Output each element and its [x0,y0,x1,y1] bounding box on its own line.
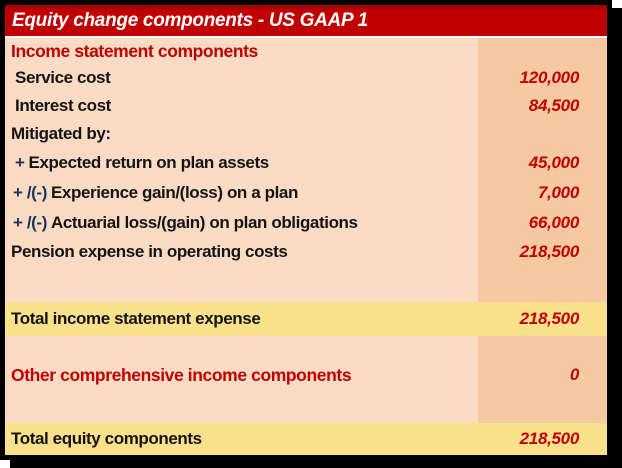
row-income-statement-section: Income statement components [5,38,607,64]
row-value: 0 [478,356,607,394]
row-prefix: + [15,153,25,172]
row-prefix: + /(-) [13,183,47,202]
row-label: Income statement components [11,40,258,61]
row-value [478,38,607,64]
row-expected-return: + Expected return on plan assets 45,000 [5,148,607,178]
spacer-row [5,266,607,302]
spacer-row [5,394,607,423]
row-prefix: + /(-) [13,213,47,232]
row-value [478,394,607,423]
equity-components-table: Equity change components - US GAAP 1 Inc… [0,0,612,460]
row-label: Total income statement expense [11,309,261,328]
row-total-income-statement: Total income statement expense 218,500 [5,302,607,336]
row-value [478,266,607,302]
row-actuarial-loss-gain: + /(-) Actuarial loss/(gain) on plan obli… [5,208,607,238]
table-title: Equity change components - US GAAP 1 [12,9,368,31]
row-value: 218,500 [478,302,607,336]
title-separator [5,36,607,38]
row-label-text: Actuarial loss/(gain) on plan obligation… [50,213,358,232]
row-value [478,120,607,148]
row-value: 7,000 [478,178,607,208]
row-value: 218,500 [478,238,607,266]
row-value: 84,500 [478,92,607,120]
row-label: Mitigated by: [11,124,111,143]
row-other-comprehensive-income: Other comprehensive income components 0 [5,356,607,394]
row-label: Total equity components [11,429,202,448]
row-value: 120,000 [478,64,607,92]
row-label: + /(-) Experience gain/(loss) on a plan [5,183,478,203]
row-label: Interest cost [15,96,111,115]
row-label: + Expected return on plan assets [5,153,478,173]
row-label: Service cost [15,68,111,87]
row-label: Pension expense in operating costs [11,242,288,261]
row-value: 45,000 [478,148,607,178]
row-total-equity-components: Total equity components 218,500 [5,423,607,455]
row-label: + /(-) Actuarial loss/(gain) on plan obli… [5,213,478,233]
row-pension-expense: Pension expense in operating costs 218,5… [5,238,607,266]
spacer-row [5,336,607,356]
row-interest-cost: Interest cost 84,500 [5,92,607,120]
table-title-bar: Equity change components - US GAAP 1 [5,5,607,36]
row-label-text: Expected return on plan assets [28,153,270,172]
row-value: 66,000 [478,208,607,238]
row-label: Other comprehensive income components [11,364,352,385]
row-experience-gain-loss: + /(-) Experience gain/(loss) on a plan 7… [5,178,607,208]
row-label-text: Experience gain/(loss) on a plan [50,183,298,202]
row-service-cost: Service cost 120,000 [5,64,607,92]
row-mitigated-by: Mitigated by: [5,120,607,148]
row-value: 218,500 [478,423,607,455]
row-value [478,336,607,356]
